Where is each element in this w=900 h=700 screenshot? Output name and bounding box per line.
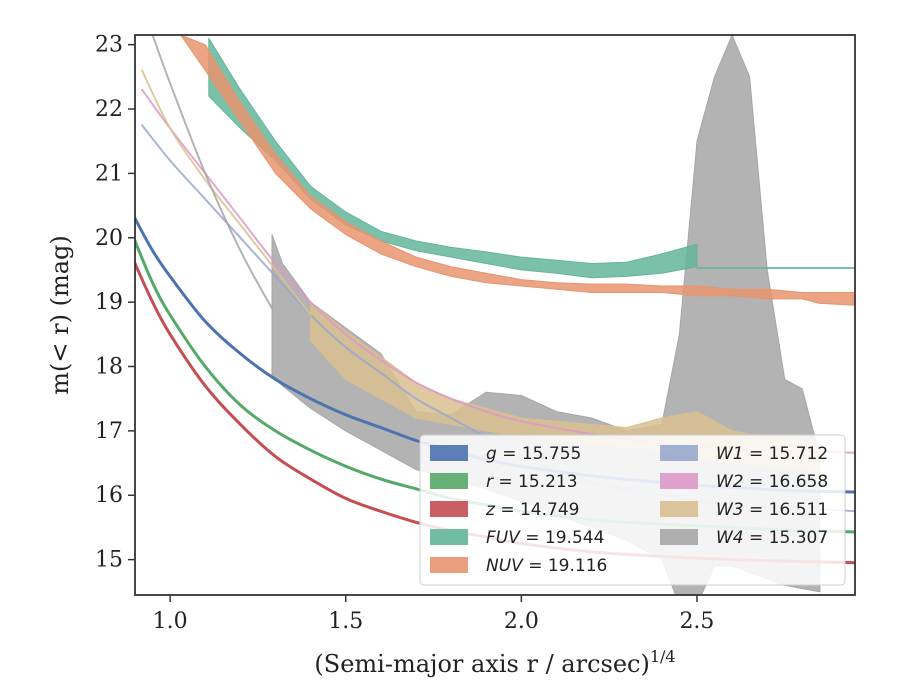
plot-frame [134,34,856,596]
legend-entry: g = 15.755 [486,444,581,464]
legend-entry: z = 14.749 [485,500,579,520]
series-nuv-band [180,35,855,306]
y-tick-label: 23 [95,33,123,58]
legend-swatch [660,529,698,545]
legend-swatch [430,445,468,461]
legend-swatch [660,501,698,517]
y-tick-label: 20 [95,226,123,251]
y-tick-label: 22 [95,97,123,122]
legend-swatch [660,445,698,461]
x-tick-label: 1.5 [328,609,363,634]
x-tick-label: 2.0 [504,609,539,634]
x-tick-label: 2.5 [679,609,714,634]
series-fuv-band [208,37,698,279]
x-axis-label-superscript: 1/4 [650,647,676,666]
legend-entry: r = 15.213 [486,472,578,492]
legend-swatch [430,529,468,545]
legend-entry: W4 = 15.307 [716,528,828,548]
series-w3-extrapolated-line [141,69,312,316]
legend-swatch [430,501,468,517]
y-tick-label: 15 [95,548,123,573]
legend-entry: W1 = 15.712 [716,444,828,464]
legend-entry: W3 = 16.511 [716,500,828,520]
legend-entry: FUV = 19.544 [486,528,604,548]
legend-box [419,434,846,586]
y-tick-label: 18 [95,354,123,379]
y-axis-label: m(< r) (mag) [46,235,74,394]
legend-swatch [430,557,468,573]
series-w4-extrapolated-line [151,35,273,310]
y-tick-label: 19 [95,290,123,315]
x-tick-label: 1.0 [153,609,188,634]
legend: g = 15.755 r = 15.213 z = 14.749 FUV = 19.5… [419,434,846,586]
legend-entry: W2 = 16.658 [716,472,828,492]
y-tick-label: 17 [95,419,123,444]
legend-swatch [430,473,468,489]
legend-entry: NUV = 19.116 [486,556,607,576]
x-axis-label-main: (Semi-major axis r / arcsec) [314,650,649,678]
legend-swatch [660,473,698,489]
axis-ticks: 15 16 17 18 19 20 21 22 23 1.0 1.5 2.0 2.5 [95,33,714,634]
x-axis-label: (Semi-major axis r / arcsec)1/4 [314,647,675,678]
y-tick-label: 16 [95,483,123,508]
y-tick-label: 21 [95,161,123,186]
